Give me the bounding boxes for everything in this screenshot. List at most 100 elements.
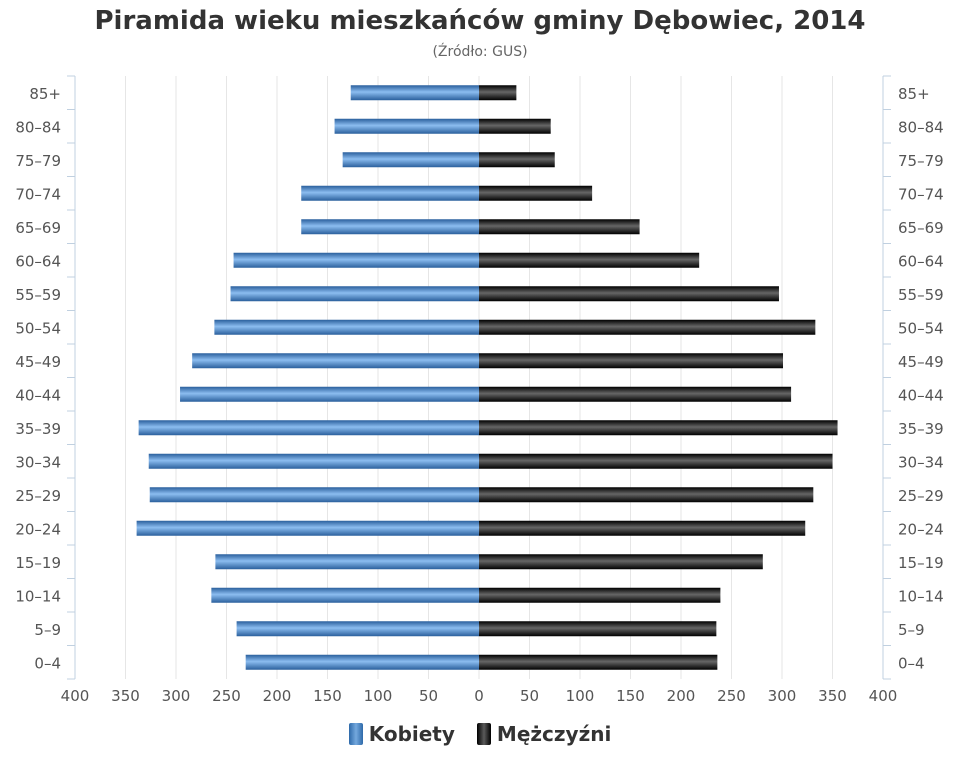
x-tick-label: 50 <box>520 687 539 705</box>
x-tick-label: 350 <box>111 687 140 705</box>
x-tick-label: 150 <box>313 687 342 705</box>
y-tick-label-right: 50–54 <box>898 319 944 337</box>
bar-male[interactable] <box>479 520 806 536</box>
y-tick-label-right: 60–64 <box>898 252 944 270</box>
x-tick-label: 200 <box>667 687 696 705</box>
x-tick-label: 0 <box>474 687 484 705</box>
legend-swatch-female <box>348 723 363 745</box>
y-tick-label-left: 80–84 <box>15 118 61 136</box>
legend-item-female[interactable]: Kobiety <box>348 722 455 746</box>
x-tick-label: 50 <box>419 687 438 705</box>
bar-male[interactable] <box>479 587 721 603</box>
x-tick-label: 150 <box>616 687 645 705</box>
bar-female[interactable] <box>214 319 479 335</box>
y-tick-label-right: 5–9 <box>898 621 925 639</box>
bar-female[interactable] <box>334 118 479 134</box>
bar-male[interactable] <box>479 654 718 670</box>
bar-male[interactable] <box>479 319 816 335</box>
axis-labels: 400 350 300 250 200 150 100 50 0 50 100 150 200 250 30… <box>15 85 943 705</box>
bar-male[interactable] <box>479 453 833 469</box>
y-tick-label-right: 70–74 <box>898 185 944 203</box>
bar-male[interactable] <box>479 554 763 570</box>
legend-item-male[interactable]: Mężczyźni <box>476 722 612 746</box>
bar-female[interactable] <box>192 353 479 369</box>
y-tick-label-right: 15–19 <box>898 554 944 572</box>
bar-female[interactable] <box>342 152 479 168</box>
y-tick-label-left: 15–19 <box>15 554 61 572</box>
y-tick-label-right: 45–49 <box>898 353 944 371</box>
x-tick-label: 100 <box>566 687 595 705</box>
y-tick-label-right: 10–14 <box>898 587 944 605</box>
bar-male[interactable] <box>479 152 555 168</box>
y-tick-label-left: 70–74 <box>15 185 61 203</box>
y-tick-label-right: 35–39 <box>898 420 944 438</box>
grid <box>67 75 891 680</box>
bar-male[interactable] <box>479 118 551 134</box>
bar-female[interactable] <box>236 621 479 637</box>
bar-male[interactable] <box>479 185 593 201</box>
y-tick-label-left: 30–34 <box>15 453 61 471</box>
bar-female[interactable] <box>350 85 479 101</box>
bar-male[interactable] <box>479 420 838 436</box>
bar-male[interactable] <box>479 386 792 402</box>
bar-female[interactable] <box>211 587 479 603</box>
bar-female[interactable] <box>233 252 479 268</box>
y-tick-label-right: 80–84 <box>898 118 944 136</box>
bar-male[interactable] <box>479 487 814 503</box>
legend: Kobiety Mężczyźni <box>0 722 960 746</box>
y-tick-label-left: 85+ <box>29 85 61 103</box>
y-tick-label-right: 20–24 <box>898 520 944 538</box>
bars <box>136 85 838 670</box>
y-tick-label-left: 75–79 <box>15 152 61 170</box>
x-tick-label: 400 <box>61 687 90 705</box>
x-tick-label: 200 <box>263 687 292 705</box>
y-tick-label-left: 5–9 <box>34 621 61 639</box>
bar-female[interactable] <box>138 420 479 436</box>
bar-female[interactable] <box>215 554 479 570</box>
x-tick-label: 300 <box>162 687 191 705</box>
bar-female[interactable] <box>245 654 479 670</box>
y-tick-label-right: 40–44 <box>898 386 944 404</box>
x-tick-label: 100 <box>364 687 393 705</box>
y-tick-label-left: 20–24 <box>15 520 61 538</box>
bar-female[interactable] <box>180 386 480 402</box>
bar-female[interactable] <box>148 453 480 469</box>
bar-male[interactable] <box>479 286 779 302</box>
y-tick-label-left: 0–4 <box>34 654 61 672</box>
bar-male[interactable] <box>479 621 717 637</box>
chart-subtitle: (Źródło: GUS) <box>432 44 528 60</box>
bar-male[interactable] <box>479 85 517 101</box>
legend-label-female: Kobiety <box>368 722 455 746</box>
y-tick-label-left: 40–44 <box>15 386 61 404</box>
legend-label-male: Mężczyźni <box>496 722 612 746</box>
y-tick-label-right: 0–4 <box>898 654 925 672</box>
y-tick-label-left: 35–39 <box>15 420 61 438</box>
x-tick-label: 250 <box>212 687 241 705</box>
y-tick-label-right: 55–59 <box>898 286 944 304</box>
x-tick-label: 400 <box>869 687 898 705</box>
y-tick-label-right: 75–79 <box>898 152 944 170</box>
bar-female[interactable] <box>149 487 480 503</box>
bar-male[interactable] <box>479 353 784 369</box>
legend-swatch-male <box>476 723 491 745</box>
bar-female[interactable] <box>301 219 479 235</box>
bar-female[interactable] <box>136 520 480 536</box>
y-tick-label-right: 30–34 <box>898 453 944 471</box>
y-tick-label-left: 10–14 <box>15 587 61 605</box>
x-tick-label: 250 <box>717 687 746 705</box>
bar-male[interactable] <box>479 252 700 268</box>
y-tick-label-right: 85+ <box>898 85 930 103</box>
y-tick-label-right: 25–29 <box>898 487 944 505</box>
y-tick-label-left: 25–29 <box>15 487 61 505</box>
y-tick-label-left: 65–69 <box>15 219 61 237</box>
bar-female[interactable] <box>230 286 479 302</box>
y-tick-label-left: 60–64 <box>15 252 61 270</box>
chart-title: Piramida wieku mieszkańców gminy Dębowie… <box>94 6 866 36</box>
y-tick-label-left: 50–54 <box>15 319 61 337</box>
bar-female[interactable] <box>301 185 479 201</box>
bar-male[interactable] <box>479 219 640 235</box>
y-tick-label-left: 55–59 <box>15 286 61 304</box>
x-tick-label: 300 <box>768 687 797 705</box>
y-tick-label-left: 45–49 <box>15 353 61 371</box>
